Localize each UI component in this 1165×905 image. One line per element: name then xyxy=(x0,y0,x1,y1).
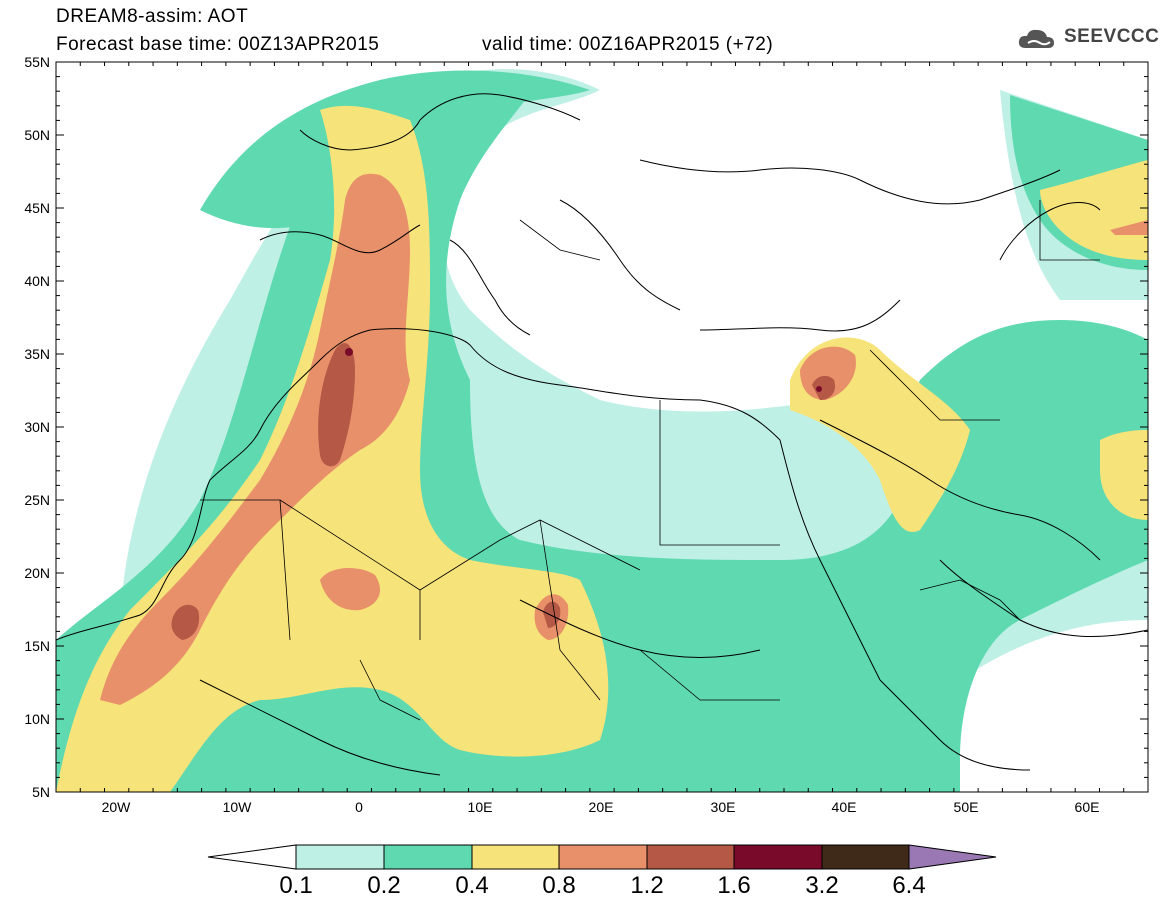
aot-band-1-2 xyxy=(318,342,355,467)
colorbar-swatch xyxy=(733,844,823,870)
colorbar-max-arrow xyxy=(908,844,997,870)
lat-label: 40N xyxy=(24,273,50,289)
lon-label: 20E xyxy=(589,799,614,815)
lon-label: 0 xyxy=(355,799,363,815)
coastlines xyxy=(56,93,1148,776)
colorbar-swatch xyxy=(646,844,735,870)
colorbar-label: 0.1 xyxy=(279,872,312,899)
colorbar: 0.1 0.2 0.4 0.8 1.2 1.6 3.2 6.4 xyxy=(207,844,997,899)
lon-label: 20W xyxy=(102,799,132,815)
lon-label: 10E xyxy=(468,799,493,815)
colorbar-label: 1.6 xyxy=(717,872,750,899)
lat-label: 10N xyxy=(24,711,50,727)
lat-label: 5N xyxy=(32,784,50,800)
colorbar-label: 1.2 xyxy=(630,872,663,899)
aot-band-1-6-spot xyxy=(345,348,353,356)
colorbar-label: 0.4 xyxy=(455,872,488,899)
lat-label: 35N xyxy=(24,346,50,362)
aot-band-0-8 xyxy=(100,173,410,705)
valid-time: valid time: 00Z16APR2015 (+72) xyxy=(482,34,774,55)
forecast-base-time: Forecast base time: 00Z13APR2015 xyxy=(56,34,380,55)
aot-band-1-6-spot-east xyxy=(816,386,822,392)
colorbar-swatch xyxy=(295,844,385,870)
lat-label: 55N xyxy=(24,54,50,70)
lon-label: 60E xyxy=(1075,799,1100,815)
aot-band-1-2-east xyxy=(812,375,836,400)
lat-label: 50N xyxy=(24,127,50,143)
lat-label: 20N xyxy=(24,565,50,581)
colorbar-label: 0.8 xyxy=(542,872,575,899)
colorbar-label: 3.2 xyxy=(805,872,838,899)
colorbar-min-arrow xyxy=(207,844,297,870)
logo-text: SEEVCCC xyxy=(1064,26,1160,47)
aot-fields xyxy=(56,62,1148,792)
colorbar-label: 6.4 xyxy=(892,872,925,899)
aot-band-1-2-chad xyxy=(543,601,561,628)
colorbar-swatch xyxy=(471,844,560,870)
aot-band-0-8-caspian xyxy=(1110,220,1148,235)
colorbar-swatch xyxy=(821,844,910,870)
lat-label: 45N xyxy=(24,200,50,216)
colorbar-swatch xyxy=(383,844,473,870)
lon-label: 40E xyxy=(832,799,857,815)
latitude-labels: 55N 50N 45N 40N 35N 30N 25N 20N 15N 10N … xyxy=(24,54,50,800)
colorbar-label: 0.2 xyxy=(367,872,400,899)
lon-label: 50E xyxy=(954,799,979,815)
longitude-labels: 20W 10W 0 10E 20E 30E 40E 50E 60E xyxy=(102,799,1100,815)
lat-label: 25N xyxy=(24,492,50,508)
cloud-logo-icon xyxy=(1018,29,1054,48)
lon-label: 10W xyxy=(223,799,253,815)
aot-band-0-8-mid xyxy=(320,568,380,611)
aot-band-0-4-se xyxy=(1100,430,1148,520)
lat-label: 15N xyxy=(24,638,50,654)
borders xyxy=(200,200,1100,721)
aot-band-1-2-west xyxy=(171,604,200,640)
lon-label: 30E xyxy=(711,799,736,815)
lat-label: 30N xyxy=(24,419,50,435)
axis-ticks xyxy=(55,61,1149,793)
colorbar-swatch xyxy=(558,844,648,870)
map-title: DREAM8-assim: AOT xyxy=(56,6,249,27)
